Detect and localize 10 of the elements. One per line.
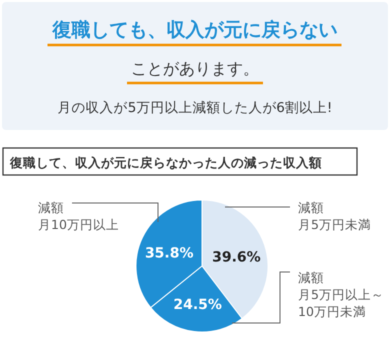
data-label: 24.5% [173, 297, 222, 314]
text: 復職しても、収入が元に戻らない [52, 19, 338, 41]
slice-label: 減額月10万円以上 [38, 200, 119, 232]
text: ことがあります。 [131, 59, 259, 78]
chart-title: 復職して、収入が元に戻らなかった人の減った収入額 [9, 155, 322, 170]
text: 月の収入が5万円以上減額した人が6割以上! [58, 100, 332, 116]
slice-label: 減額月5万円未満 [298, 200, 371, 232]
data-label: 35.8% [144, 245, 194, 262]
slice-label: 減額月5万円以上～10万円未満 [298, 270, 384, 319]
data-label: 39.6% [212, 249, 261, 266]
